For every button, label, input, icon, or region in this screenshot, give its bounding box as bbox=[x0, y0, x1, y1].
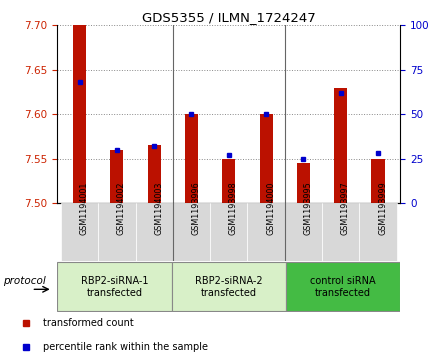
Title: GDS5355 / ILMN_1724247: GDS5355 / ILMN_1724247 bbox=[142, 11, 315, 24]
Text: GSM1194001: GSM1194001 bbox=[80, 181, 88, 234]
Bar bbox=[260, 114, 273, 203]
Bar bbox=[286, 262, 400, 311]
Bar bbox=[371, 159, 385, 203]
Bar bbox=[98, 203, 136, 261]
Bar bbox=[148, 146, 161, 203]
Bar bbox=[110, 150, 123, 203]
Bar bbox=[173, 203, 210, 261]
Text: GSM1193996: GSM1193996 bbox=[191, 181, 201, 235]
Text: percentile rank within the sample: percentile rank within the sample bbox=[43, 342, 208, 352]
Text: GSM1193999: GSM1193999 bbox=[378, 181, 387, 235]
Text: GSM1194000: GSM1194000 bbox=[266, 181, 275, 234]
Text: GSM1193997: GSM1193997 bbox=[341, 181, 350, 235]
Bar bbox=[322, 203, 359, 261]
Text: GSM1193995: GSM1193995 bbox=[304, 181, 312, 235]
Text: GSM1193998: GSM1193998 bbox=[229, 181, 238, 235]
Bar bbox=[210, 203, 247, 261]
Bar bbox=[247, 203, 285, 261]
Bar bbox=[285, 203, 322, 261]
Bar bbox=[57, 262, 172, 311]
Bar bbox=[185, 114, 198, 203]
Bar bbox=[334, 87, 347, 203]
Bar bbox=[359, 203, 397, 261]
Text: protocol: protocol bbox=[3, 276, 46, 286]
Text: control siRNA
transfected: control siRNA transfected bbox=[310, 276, 376, 298]
Text: RBP2-siRNA-1
transfected: RBP2-siRNA-1 transfected bbox=[81, 276, 148, 298]
Bar bbox=[136, 203, 173, 261]
Bar bbox=[61, 203, 98, 261]
Text: GSM1194002: GSM1194002 bbox=[117, 181, 126, 234]
Text: RBP2-siRNA-2
transfected: RBP2-siRNA-2 transfected bbox=[195, 276, 263, 298]
Bar bbox=[222, 159, 235, 203]
Text: transformed count: transformed count bbox=[43, 318, 133, 327]
Bar bbox=[172, 262, 286, 311]
Text: GSM1194003: GSM1194003 bbox=[154, 181, 163, 234]
Bar bbox=[73, 25, 86, 203]
Bar bbox=[297, 163, 310, 203]
